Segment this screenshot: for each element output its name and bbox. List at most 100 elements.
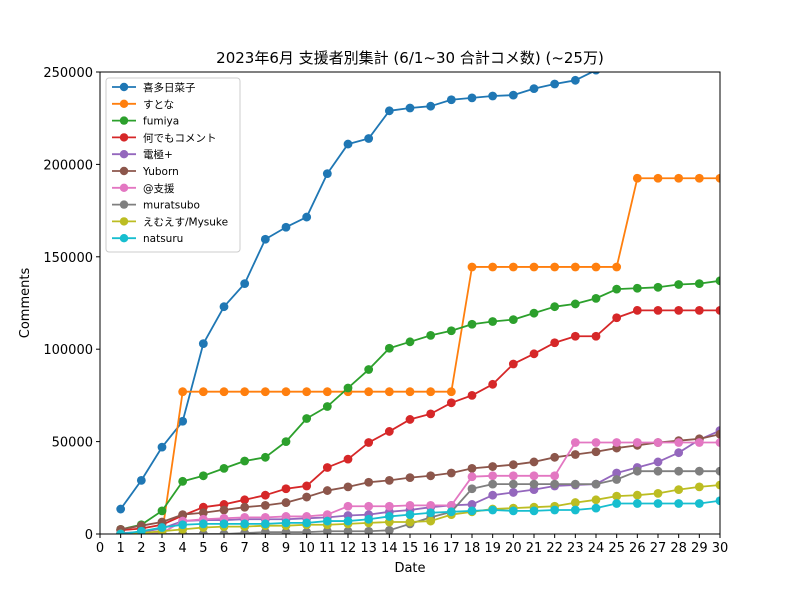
x-tick-label: 11	[319, 541, 336, 556]
data-point	[240, 279, 250, 288]
data-point	[550, 262, 560, 272]
data-point	[488, 490, 498, 500]
data-point	[240, 495, 250, 505]
data-point	[488, 471, 498, 481]
data-point	[136, 526, 146, 534]
data-point	[426, 101, 436, 111]
data-point	[612, 491, 622, 501]
data-point	[570, 450, 580, 459]
data-point	[302, 492, 312, 502]
legend-label: natsuru	[143, 233, 183, 245]
data-point	[426, 508, 436, 518]
data-point	[467, 484, 477, 494]
data-point	[508, 262, 518, 272]
data-point	[570, 498, 580, 507]
data-point	[219, 529, 229, 534]
legend-label: えむえす/Mysuke	[143, 216, 228, 228]
data-point	[302, 518, 312, 528]
y-tick-label: 100000	[43, 343, 93, 358]
data-point	[570, 75, 580, 85]
data-point	[529, 84, 539, 94]
data-point	[550, 471, 560, 481]
x-tick-label: 24	[588, 541, 605, 556]
data-point	[405, 473, 415, 483]
data-point	[116, 504, 126, 514]
data-point	[591, 447, 601, 457]
data-point	[322, 387, 332, 397]
data-point	[446, 500, 456, 510]
legend-label: 何でもコメント	[143, 131, 217, 144]
series-layer	[116, 45, 720, 534]
data-point	[281, 518, 291, 528]
x-tick-label: 29	[691, 541, 708, 556]
data-point	[426, 516, 436, 526]
data-point	[715, 276, 720, 286]
legend-label: 電極+	[143, 148, 173, 161]
data-point	[694, 305, 704, 315]
data-point	[715, 173, 720, 183]
data-point	[508, 479, 518, 489]
x-tick-label: 9	[282, 541, 290, 556]
data-point	[508, 471, 518, 481]
data-point	[281, 498, 291, 507]
legend-swatch-marker	[119, 183, 129, 192]
data-point	[674, 485, 684, 495]
x-tick-label: 8	[261, 541, 269, 556]
data-point	[570, 262, 580, 272]
data-point	[157, 442, 167, 452]
legend-entry: muratsubo	[112, 200, 200, 212]
data-point	[674, 438, 684, 447]
data-point	[674, 499, 684, 508]
data-point	[632, 438, 642, 447]
legend-label: @支援	[143, 182, 175, 195]
data-point	[364, 501, 374, 511]
legend-label: すとな	[143, 99, 174, 111]
x-tick-label: 5	[199, 541, 207, 556]
data-point	[384, 343, 394, 353]
data-point	[426, 330, 436, 340]
x-tick-label: 17	[443, 541, 460, 556]
data-point	[405, 517, 415, 527]
x-axis-title: Date	[394, 561, 425, 576]
data-point	[633, 53, 642, 62]
data-point	[281, 387, 291, 397]
data-point	[632, 173, 642, 183]
data-point	[715, 305, 720, 315]
data-point	[488, 505, 498, 515]
data-point	[508, 488, 518, 497]
data-point	[219, 302, 229, 312]
data-point	[529, 506, 539, 516]
x-tick-label: 21	[526, 541, 543, 556]
x-tick-label: 0	[96, 541, 104, 556]
data-point	[467, 319, 477, 329]
data-point	[508, 359, 518, 369]
data-point	[612, 438, 622, 447]
data-point	[488, 317, 498, 326]
data-point	[178, 520, 188, 530]
data-point	[715, 438, 720, 447]
data-point	[446, 387, 456, 397]
data-point	[343, 516, 353, 526]
data-point	[219, 505, 229, 515]
data-point	[198, 471, 208, 481]
data-point	[178, 416, 188, 426]
data-point	[715, 466, 720, 476]
data-point	[488, 462, 498, 471]
data-point	[591, 495, 601, 505]
series-9	[116, 496, 720, 534]
x-tick-label: 16	[422, 541, 439, 556]
data-point	[632, 283, 642, 293]
data-point	[240, 519, 250, 529]
data-point	[694, 466, 704, 476]
data-point	[260, 500, 270, 510]
data-point	[674, 45, 683, 54]
data-point	[198, 508, 208, 518]
data-point	[694, 499, 704, 508]
data-point	[384, 106, 394, 116]
legend-entry: Yuborn	[112, 166, 179, 178]
legend-entry: すとな	[112, 99, 174, 111]
data-point	[591, 503, 601, 513]
data-point	[384, 501, 394, 511]
